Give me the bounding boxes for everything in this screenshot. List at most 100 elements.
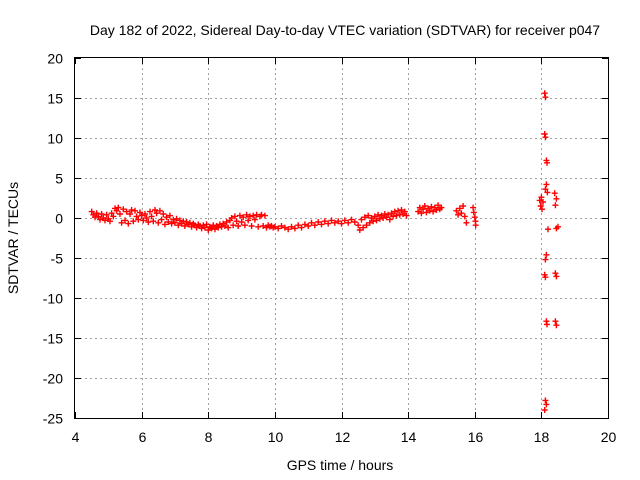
data-point bbox=[536, 197, 543, 204]
data-point bbox=[542, 186, 549, 193]
data-point bbox=[235, 223, 242, 229]
data-point bbox=[291, 225, 298, 232]
data-point bbox=[170, 216, 177, 223]
data-point bbox=[366, 219, 373, 226]
data-point bbox=[338, 220, 345, 227]
data-point bbox=[230, 222, 237, 229]
data-point bbox=[203, 221, 210, 228]
data-point bbox=[153, 210, 160, 217]
data-point bbox=[401, 208, 408, 215]
data-point bbox=[423, 209, 430, 216]
data-point bbox=[193, 224, 200, 231]
y-tick-label: 15 bbox=[47, 91, 63, 107]
data-point bbox=[345, 219, 352, 226]
data-point bbox=[130, 218, 137, 225]
data-point bbox=[138, 212, 145, 219]
data-point bbox=[198, 225, 205, 232]
data-point bbox=[181, 223, 188, 229]
data-point bbox=[552, 270, 559, 277]
data-point bbox=[325, 220, 332, 227]
data-point bbox=[380, 215, 387, 221]
data-point bbox=[236, 212, 243, 219]
data-point bbox=[175, 222, 182, 229]
data-point bbox=[201, 224, 208, 231]
data-point bbox=[261, 212, 268, 219]
x-tick-label: 4 bbox=[72, 429, 80, 445]
y-tick-label: -25 bbox=[43, 411, 63, 427]
data-point bbox=[542, 94, 549, 101]
data-point bbox=[88, 208, 95, 215]
data-point bbox=[553, 273, 560, 280]
data-point bbox=[460, 203, 467, 209]
data-point bbox=[285, 226, 292, 233]
data-point bbox=[428, 203, 435, 210]
data-point bbox=[161, 221, 168, 228]
data-point bbox=[551, 190, 558, 197]
data-point bbox=[173, 215, 180, 222]
data-point bbox=[128, 207, 135, 213]
data-point bbox=[395, 207, 402, 214]
data-point bbox=[552, 318, 559, 325]
data-point bbox=[363, 222, 370, 229]
data-point bbox=[544, 159, 550, 166]
data-point bbox=[155, 219, 162, 226]
data-point bbox=[418, 210, 425, 217]
data-point bbox=[255, 223, 262, 230]
data-point bbox=[171, 219, 178, 226]
data-point bbox=[356, 227, 363, 233]
data-point bbox=[150, 218, 157, 225]
data-point bbox=[103, 211, 110, 218]
data-point bbox=[456, 205, 463, 212]
data-point bbox=[351, 219, 358, 225]
data-point bbox=[544, 189, 551, 196]
data-point bbox=[140, 217, 147, 224]
x-tick-label: 6 bbox=[139, 429, 147, 445]
data-point bbox=[221, 223, 228, 229]
data-point bbox=[248, 223, 255, 229]
data-point bbox=[386, 216, 393, 223]
data-point bbox=[396, 211, 403, 218]
data-point bbox=[472, 222, 479, 229]
data-point bbox=[438, 204, 445, 211]
data-point bbox=[231, 213, 238, 220]
data-point bbox=[115, 204, 122, 211]
data-point bbox=[537, 203, 544, 209]
data-point bbox=[388, 210, 395, 217]
data-point bbox=[381, 211, 388, 217]
data-point bbox=[461, 213, 468, 220]
data-point bbox=[152, 207, 158, 213]
data-point bbox=[156, 207, 163, 214]
data-point bbox=[433, 207, 440, 213]
x-tick-label: 14 bbox=[401, 429, 417, 445]
data-point bbox=[355, 222, 362, 229]
data-point bbox=[539, 206, 545, 213]
data-point bbox=[258, 211, 265, 218]
data-point bbox=[135, 216, 142, 223]
data-point bbox=[361, 214, 368, 221]
data-point bbox=[107, 218, 113, 225]
data-point bbox=[288, 223, 295, 230]
data-point bbox=[368, 215, 375, 221]
data-point bbox=[168, 220, 175, 227]
data-point bbox=[385, 211, 392, 218]
data-point bbox=[295, 222, 302, 229]
data-point bbox=[311, 222, 318, 229]
data-point bbox=[421, 203, 428, 209]
data-point bbox=[415, 208, 422, 215]
data-point bbox=[275, 225, 282, 232]
data-point bbox=[370, 218, 377, 225]
plot-frame bbox=[74, 57, 609, 419]
data-point bbox=[118, 219, 125, 226]
data-point bbox=[93, 210, 100, 217]
data-point bbox=[542, 397, 549, 404]
data-point bbox=[245, 217, 252, 224]
data-point bbox=[218, 223, 225, 230]
data-point bbox=[260, 223, 267, 229]
data-point bbox=[542, 134, 549, 141]
data-point bbox=[147, 208, 153, 215]
data-point bbox=[95, 213, 102, 220]
data-point bbox=[142, 211, 148, 217]
grid-lines bbox=[75, 58, 608, 418]
